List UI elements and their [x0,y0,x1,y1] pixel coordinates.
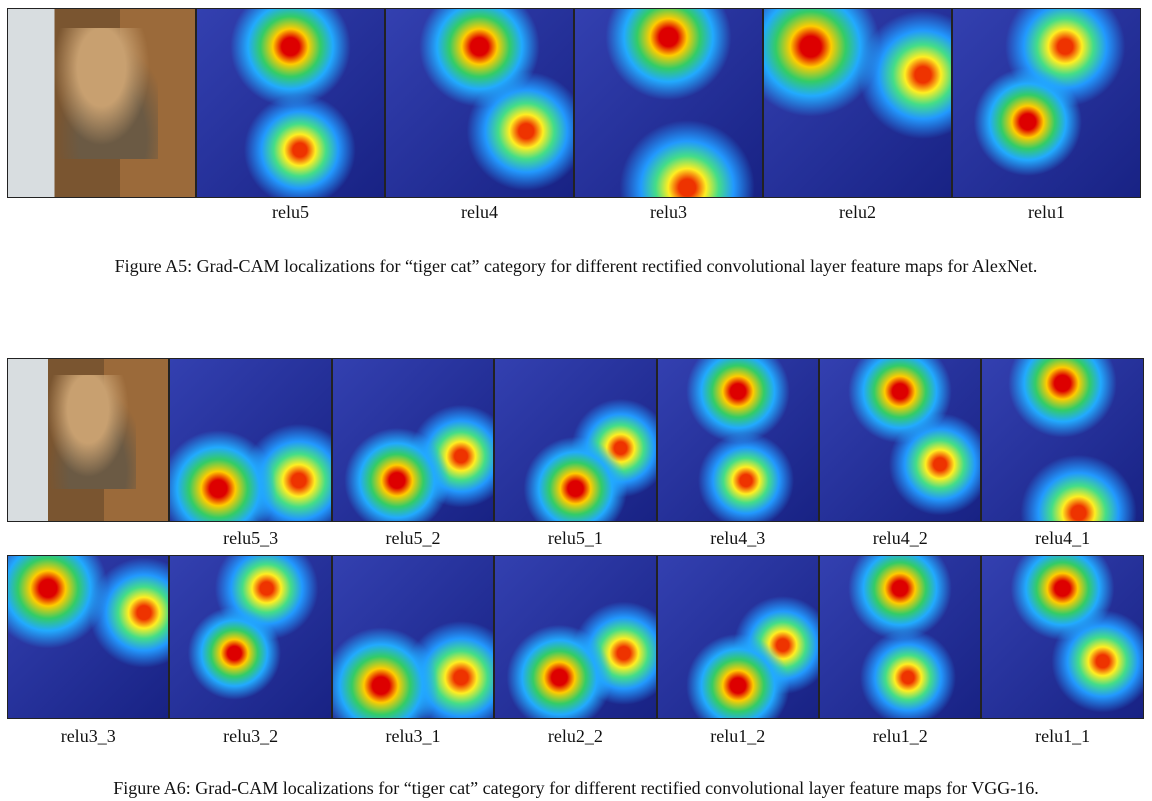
layer-label: relu2 [839,202,876,222]
layer-label: relu1 [1028,202,1065,222]
heatmap-image [981,555,1144,719]
heatmap-image [494,358,657,522]
layer-label: relu4_2 [872,528,928,548]
heatmap-image [385,8,574,198]
heatmap-image [494,555,657,719]
heatmap-image [331,358,495,522]
layer-label: relu3_3 [60,726,116,746]
input-image [7,8,196,198]
heatmap-image [7,555,170,719]
layer-label: relu4 [461,202,498,222]
heatmap-image [169,358,332,522]
layer-label: relu3_1 [385,726,441,746]
layer-label: relu2_2 [547,726,603,746]
caption: Figure A5: Grad-CAM localizations for “t… [114,256,1038,276]
layer-label: relu1_1 [1035,726,1091,746]
heatmap-image [819,555,982,719]
caption: Figure A6: Grad-CAM localizations for “t… [113,778,1039,798]
heatmap-image [656,555,819,719]
layer-label: relu5_3 [223,528,279,548]
heatmap-image [981,358,1144,522]
layer-label: relu5_1 [547,528,603,548]
layer-label: relu4_1 [1035,528,1091,548]
heatmap-image [819,358,982,522]
layer-label: relu1_2 [872,726,928,746]
heatmap-image [574,8,763,198]
heatmap-image [763,8,952,198]
heatmap-image [331,555,495,719]
layer-label: relu1_2 [710,726,766,746]
heatmap-image [952,8,1141,198]
input-image [7,358,170,522]
layer-label: relu5_2 [385,528,441,548]
heatmap-image [169,555,332,719]
layer-label: relu3_2 [223,726,279,746]
heatmap-image [656,358,819,522]
layer-label: relu5 [272,202,309,222]
heatmap-image [196,8,385,198]
layer-label: relu4_3 [710,528,766,548]
layer-label: relu3 [650,202,687,222]
